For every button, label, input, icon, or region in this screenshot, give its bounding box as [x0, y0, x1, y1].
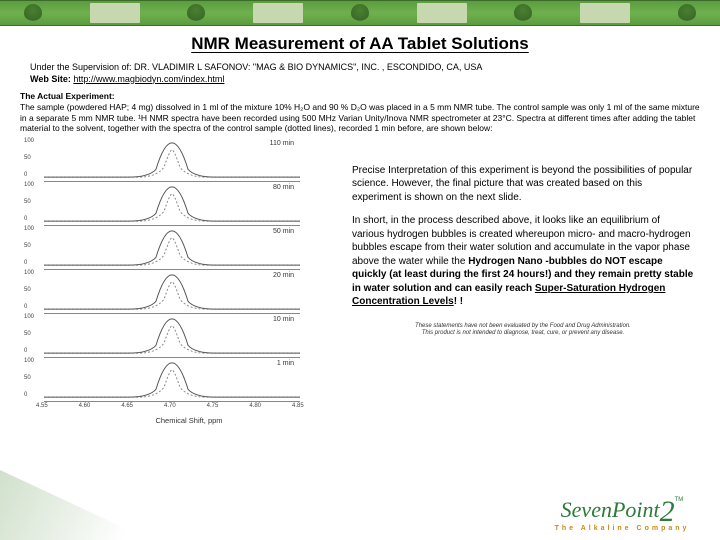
- spectrum-row: 10050080 min: [44, 182, 300, 226]
- tree-icon: [351, 4, 369, 22]
- y-tick: 0: [24, 392, 27, 398]
- spectrum-row: 10050050 min: [44, 226, 300, 270]
- y-tick: 100: [24, 138, 34, 144]
- spectrum-row: 100500110 min: [44, 138, 300, 182]
- y-tick: 0: [24, 216, 27, 222]
- logo-text: SevenPoint: [561, 497, 660, 522]
- page-title: NMR Measurement of AA Tablet Solutions: [0, 34, 720, 56]
- x-tick: 4.80: [249, 403, 261, 409]
- banner-photo: [580, 3, 630, 23]
- experiment-heading: The Actual Experiment:: [20, 91, 115, 101]
- y-tick: 50: [24, 199, 31, 205]
- company-logo: SevenPoint2TM The Alkaline Company: [542, 498, 702, 532]
- x-tick: 4.60: [79, 403, 91, 409]
- spectrum-row: 10050010 min: [44, 314, 300, 358]
- y-tick: 0: [24, 348, 27, 354]
- time-label: 10 min: [273, 316, 294, 323]
- y-tick: 0: [24, 304, 27, 310]
- logo-tagline: The Alkaline Company: [542, 525, 702, 532]
- header-banner: [0, 0, 720, 26]
- p2-tail: ! !: [454, 296, 463, 307]
- y-tick: 100: [24, 182, 34, 188]
- tree-icon: [678, 4, 696, 22]
- logo-two: 2: [660, 495, 675, 528]
- time-label: 20 min: [273, 272, 294, 279]
- nmr-spectra-chart: 100500110 min10050080 min10050050 min100…: [24, 138, 344, 425]
- spectrum-row: 10050020 min: [44, 270, 300, 314]
- x-tick: 4.85: [292, 403, 304, 409]
- banner-photo: [253, 3, 303, 23]
- paragraph-2: In short, in the process described above…: [352, 214, 694, 309]
- y-tick: 50: [24, 331, 31, 337]
- corner-decoration: [0, 470, 150, 540]
- interpretation-text: Precise Interpretation of this experimen…: [344, 138, 720, 425]
- paragraph-1: Precise Interpretation of this experimen…: [352, 164, 694, 205]
- time-label: 1 min: [277, 360, 294, 367]
- x-tick: 4.75: [207, 403, 219, 409]
- spectrum-row: 1005001 min4.554.604.654.704.754.804.85: [44, 358, 300, 402]
- experiment-block: The Actual Experiment: The sample (powde…: [20, 91, 700, 134]
- x-tick: 4.65: [121, 403, 133, 409]
- y-tick: 50: [24, 243, 31, 249]
- supervision-block: Under the Supervision of: DR. VLADIMIR L…: [30, 62, 690, 85]
- banner-photo: [417, 3, 467, 23]
- logo-tm: TM: [675, 497, 684, 503]
- y-tick: 50: [24, 287, 31, 293]
- y-tick: 0: [24, 172, 27, 178]
- y-tick: 100: [24, 358, 34, 364]
- y-tick: 50: [24, 155, 31, 161]
- tree-icon: [514, 4, 532, 22]
- website-link[interactable]: http://www.magbiodyn.com/index.html: [73, 74, 224, 84]
- tree-icon: [187, 4, 205, 22]
- supervision-text: Under the Supervision of: DR. VLADIMIR L…: [30, 62, 482, 72]
- time-label: 80 min: [273, 184, 294, 191]
- x-tick: 4.55: [36, 403, 48, 409]
- banner-photo: [90, 3, 140, 23]
- y-tick: 0: [24, 260, 27, 266]
- y-tick: 100: [24, 314, 34, 320]
- experiment-body: The sample (powdered HAP; 4 mg) dissolve…: [20, 102, 700, 133]
- disclaimer-line2: This product is not intended to diagnose…: [422, 330, 624, 336]
- time-label: 50 min: [273, 228, 294, 235]
- time-label: 110 min: [270, 140, 294, 147]
- tree-icon: [24, 4, 42, 22]
- x-tick: 4.70: [164, 403, 176, 409]
- fda-disclaimer: These statements have not been evaluated…: [352, 323, 694, 337]
- disclaimer-line1: These statements have not been evaluated…: [415, 323, 631, 329]
- y-tick: 50: [24, 375, 31, 381]
- website-label: Web Site:: [30, 74, 71, 84]
- y-tick: 100: [24, 270, 34, 276]
- y-tick: 100: [24, 226, 34, 232]
- x-axis-label: Chemical Shift, ppm: [34, 416, 344, 425]
